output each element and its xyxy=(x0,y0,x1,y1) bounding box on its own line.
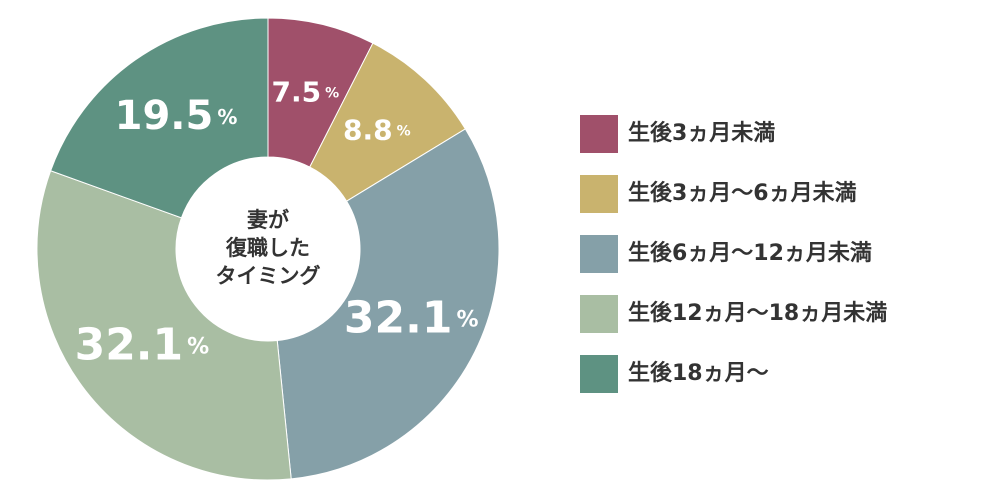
value-number: 32.1 xyxy=(344,292,453,343)
value-label: 8.8% xyxy=(343,114,411,147)
legend-label: 生後3ヵ月〜6ヵ月未満 xyxy=(628,180,857,206)
legend-swatch xyxy=(580,115,618,153)
center-label: 妻が xyxy=(247,208,289,232)
value-unit: % xyxy=(187,334,209,359)
value-label: 32.1% xyxy=(75,319,210,370)
legend-swatch xyxy=(580,295,618,333)
legend-label: 生後3ヵ月未満 xyxy=(628,120,775,146)
value-unit: % xyxy=(456,307,478,332)
value-unit: % xyxy=(325,85,339,101)
legend-swatch xyxy=(580,175,618,213)
value-label: 19.5% xyxy=(115,93,238,139)
center-label: タイミング xyxy=(216,264,321,288)
value-label: 32.1% xyxy=(344,292,479,343)
donut-hole xyxy=(176,157,360,341)
value-number: 7.5 xyxy=(272,75,322,108)
value-number: 19.5 xyxy=(115,93,214,139)
value-number: 8.8 xyxy=(343,114,393,147)
value-number: 32.1 xyxy=(75,319,184,370)
value-unit: % xyxy=(397,124,411,140)
center-label: 復職した xyxy=(225,236,310,260)
legend-label: 生後12ヵ月〜18ヵ月未満 xyxy=(628,300,887,326)
value-label: 7.5% xyxy=(272,75,340,108)
legend-label: 生後6ヵ月〜12ヵ月未満 xyxy=(628,240,872,266)
legend-label: 生後18ヵ月〜 xyxy=(628,360,769,386)
value-unit: % xyxy=(217,105,237,129)
legend-swatch xyxy=(580,235,618,273)
legend-swatch xyxy=(580,355,618,393)
